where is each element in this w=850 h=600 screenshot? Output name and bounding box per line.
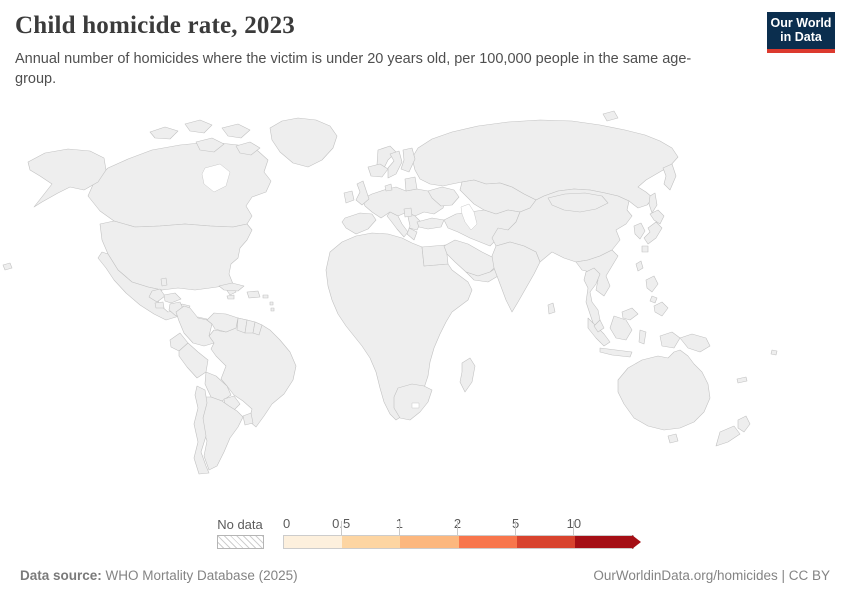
data-source-value: WHO Mortality Database (2025) <box>101 568 298 583</box>
country-south-africa[interactable] <box>393 383 433 421</box>
country-indonesia[interactable] <box>587 315 681 358</box>
no-data-label: No data <box>217 517 263 532</box>
country-iberia[interactable] <box>341 212 377 235</box>
country-japan[interactable] <box>641 209 665 253</box>
country-egypt[interactable] <box>421 244 449 267</box>
country-belize[interactable] <box>160 277 168 287</box>
legend-tick-mark <box>573 521 575 535</box>
data-source-label: Data source: <box>20 568 102 583</box>
country-australia[interactable] <box>617 349 711 431</box>
hudson-bay <box>201 163 231 193</box>
owid-logo-line2: in Data <box>780 30 822 45</box>
country-baltics[interactable] <box>404 176 418 192</box>
country-italy[interactable] <box>386 211 409 238</box>
country-tasmania[interactable] <box>667 433 679 444</box>
country-ireland[interactable] <box>343 190 355 204</box>
country-dominican-republic[interactable] <box>246 290 261 299</box>
country-mongolia[interactable] <box>547 192 609 213</box>
country-sri-lanka[interactable] <box>547 302 556 315</box>
legend-bin-0.5-1[interactable] <box>342 536 401 548</box>
country-central-europe[interactable] <box>361 186 447 219</box>
country-africa[interactable] <box>325 232 473 421</box>
country-thailand[interactable] <box>583 267 601 327</box>
country-philippines[interactable] <box>645 275 669 317</box>
legend-color-bar <box>283 535 634 549</box>
country-finland[interactable] <box>400 147 416 173</box>
country-greenland[interactable] <box>269 117 338 168</box>
chart-header: Child homicide rate, 2023 Annual number … <box>15 12 835 89</box>
legend-tick-mark <box>340 521 342 535</box>
no-data-swatch[interactable] <box>217 535 264 549</box>
footer-link[interactable]: OurWorldinData.org/homicides | CC BY <box>593 568 830 583</box>
country-mexico[interactable] <box>97 251 191 321</box>
country-chile[interactable] <box>193 385 210 475</box>
legend-bin-1-2[interactable] <box>400 536 459 548</box>
map-legend: No data 00.512510 <box>0 514 850 554</box>
page-subtitle: Annual number of homicides where the vic… <box>15 51 692 87</box>
country-serbia[interactable] <box>403 207 413 218</box>
page-title: Child homicide rate, 2023 <box>15 12 295 39</box>
country-malaysia[interactable] <box>593 307 639 333</box>
country-taiwan[interactable] <box>635 260 644 272</box>
country-alaska[interactable] <box>27 148 107 208</box>
country-papua-new-guinea[interactable] <box>679 333 711 353</box>
country-puerto-rico[interactable] <box>262 294 269 299</box>
country-jamaica[interactable] <box>226 294 235 300</box>
lesotho <box>411 402 420 409</box>
country-india[interactable] <box>491 241 541 313</box>
legend-scale: 00.512510 <box>283 514 641 549</box>
data-source-note: Data source: WHO Mortality Database (202… <box>20 568 298 583</box>
chart-footer: Data source: WHO Mortality Database (202… <box>0 568 850 583</box>
legend-tick-mark <box>398 521 400 535</box>
country-pacific-islands[interactable] <box>736 349 778 384</box>
legend-bin-10+[interactable] <box>574 536 634 548</box>
country-turkey[interactable] <box>416 217 445 230</box>
legend-bin-5-10[interactable] <box>516 536 575 548</box>
country-hawaii[interactable] <box>2 262 13 271</box>
country-cuba[interactable] <box>218 282 245 292</box>
country-united-kingdom[interactable] <box>355 180 370 206</box>
country-colombia[interactable] <box>175 305 215 347</box>
caspian-sea <box>460 203 478 231</box>
country-russia-kamchatka[interactable] <box>648 163 677 214</box>
country-el-salvador[interactable] <box>154 301 165 309</box>
owid-logo[interactable]: Our World in Data <box>767 12 835 53</box>
country-french-guiana[interactable] <box>252 321 263 336</box>
country-new-zealand[interactable] <box>715 415 751 447</box>
country-balkans[interactable] <box>406 211 422 241</box>
owid-logo-line1: Our World <box>770 16 832 30</box>
country-iceland[interactable] <box>367 163 389 178</box>
country-uruguay[interactable] <box>242 412 254 426</box>
country-sweden[interactable] <box>387 150 403 179</box>
country-guatemala[interactable] <box>148 288 166 303</box>
country-south-korea[interactable] <box>633 222 646 240</box>
country-honduras[interactable] <box>163 292 182 304</box>
country-argentina[interactable] <box>201 396 244 471</box>
legend-tick-mark <box>457 521 458 535</box>
legend-bin-2-5[interactable] <box>458 536 517 548</box>
country-canada-arctic[interactable] <box>149 119 261 156</box>
country-lesser-antilles[interactable] <box>269 301 275 312</box>
country-peru[interactable] <box>178 342 209 379</box>
legend-bin-0-0.5[interactable] <box>284 536 343 548</box>
country-venezuela[interactable] <box>206 312 239 333</box>
country-canada[interactable] <box>87 141 272 228</box>
country-arctic-islands[interactable] <box>602 110 619 122</box>
legend-tick-label: 0 <box>283 516 291 531</box>
country-denmark[interactable] <box>384 183 393 192</box>
country-madagascar[interactable] <box>459 357 476 393</box>
country-ukraine[interactable] <box>427 186 460 207</box>
legend-tick-mark <box>515 521 517 535</box>
legend-arrow-icon <box>632 534 641 549</box>
